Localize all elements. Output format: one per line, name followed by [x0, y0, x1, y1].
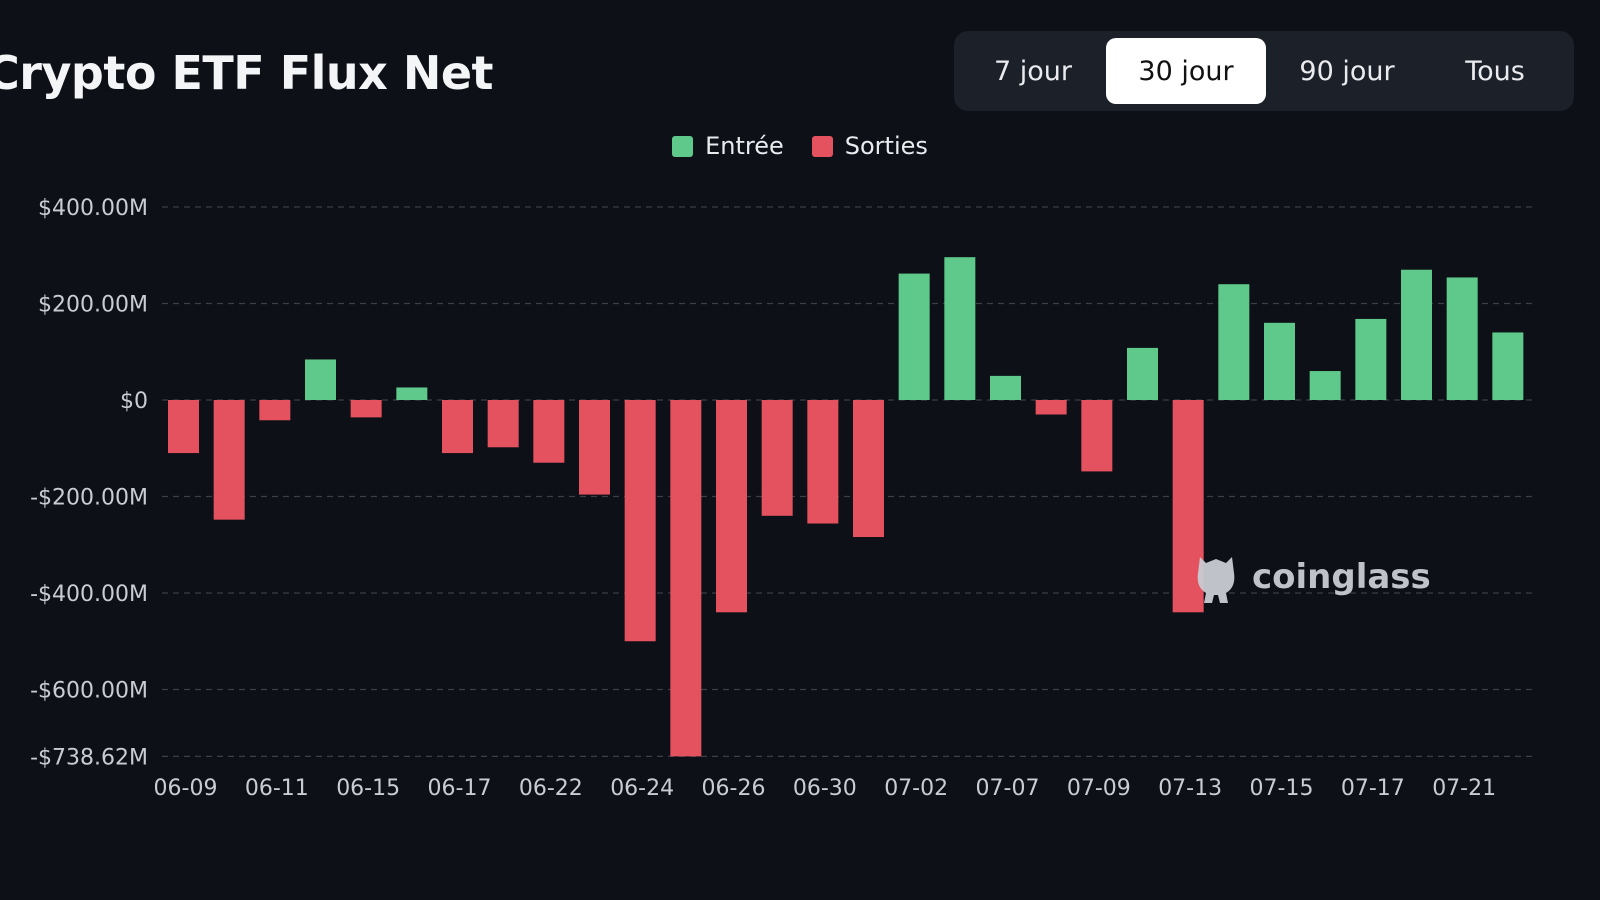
x-tick-label: 06-09: [154, 776, 218, 801]
x-tick-label: 07-21: [1432, 776, 1496, 801]
inflow-bar: [1309, 371, 1341, 400]
inflow-bar: [1127, 347, 1158, 400]
coinglass-watermark: coinglass: [1192, 549, 1431, 605]
watermark-text: coinglass: [1252, 557, 1431, 597]
x-tick-label: 07-09: [1067, 776, 1131, 801]
x-tick-label: 06-24: [610, 776, 674, 801]
outflow-bar: [259, 400, 291, 421]
range-tab-7d[interactable]: 7 jour: [994, 55, 1072, 87]
page-title: Crypto ETF Flux Net: [0, 46, 494, 100]
legend-inflow-label: Entrée: [705, 132, 784, 160]
outflow-bar: [624, 400, 656, 642]
inflow-swatch: [672, 135, 694, 157]
y-tick-label: $400.00M: [38, 196, 148, 221]
outflow-bar: [579, 400, 610, 495]
inflow-bar: [1264, 322, 1295, 400]
y-tick-label: $200.00M: [38, 293, 148, 318]
y-tick-label: -$400.00M: [30, 582, 148, 607]
inflow-bar: [898, 273, 930, 400]
x-tick-label: 07-02: [884, 776, 948, 801]
outflow-swatch: [811, 135, 833, 157]
outflow-bar: [1035, 400, 1067, 415]
inflow-bar: [1492, 332, 1524, 400]
outflow-bar: [350, 400, 382, 418]
inflow-bar: [1401, 269, 1432, 400]
y-tick-label: $0: [120, 389, 148, 414]
x-tick-label: 06-11: [245, 776, 309, 801]
x-tick-label: 06-22: [519, 776, 583, 801]
outflow-bar: [487, 400, 519, 448]
outflow-bar: [442, 400, 473, 454]
inflow-bar: [944, 257, 976, 400]
outflow-bar: [670, 400, 702, 757]
x-tick-label: 06-17: [428, 776, 492, 801]
inflow-bar: [990, 375, 1021, 400]
inflow-bar: [1355, 318, 1387, 400]
x-tick-label: 07-15: [1250, 776, 1314, 801]
range-tab-90d[interactable]: 90 jour: [1299, 55, 1395, 87]
inflow-bar: [1218, 284, 1250, 400]
outflow-bar: [761, 400, 793, 516]
chart-legend: Entrée Sorties: [0, 132, 1600, 160]
y-tick-label: -$200.00M: [30, 486, 148, 511]
outflow-bar: [533, 400, 565, 463]
outflow-bar: [716, 400, 747, 613]
x-tick-label: 06-15: [336, 776, 400, 801]
legend-item-outflow[interactable]: Sorties: [811, 132, 928, 160]
range-tab-30d[interactable]: 30 jour: [1106, 38, 1266, 104]
coinglass-logo-icon: [1197, 557, 1235, 603]
x-tick-label: 06-30: [793, 776, 857, 801]
x-tick-label: 07-07: [976, 776, 1040, 801]
legend-item-inflow[interactable]: Entrée: [672, 132, 784, 160]
outflow-bar: [807, 400, 839, 524]
y-tick-label: -$600.00M: [30, 679, 148, 704]
x-tick-label: 06-26: [702, 776, 766, 801]
x-tick-label: 07-17: [1341, 776, 1405, 801]
range-tab-all[interactable]: Tous: [1465, 55, 1525, 87]
time-range-selector: 7 jour 30 jour 90 jour Tous: [954, 31, 1574, 111]
inflow-bar: [305, 359, 336, 400]
outflow-bar: [1081, 400, 1113, 472]
y-tick-label: -$738.62M: [30, 745, 148, 770]
inflow-bar: [396, 387, 428, 400]
inflow-bar: [1446, 277, 1478, 400]
x-tick-label: 07-13: [1158, 776, 1222, 801]
outflow-bar: [168, 400, 199, 454]
outflow-bar: [853, 400, 884, 538]
legend-outflow-label: Sorties: [844, 132, 928, 160]
outflow-bar: [213, 400, 245, 520]
